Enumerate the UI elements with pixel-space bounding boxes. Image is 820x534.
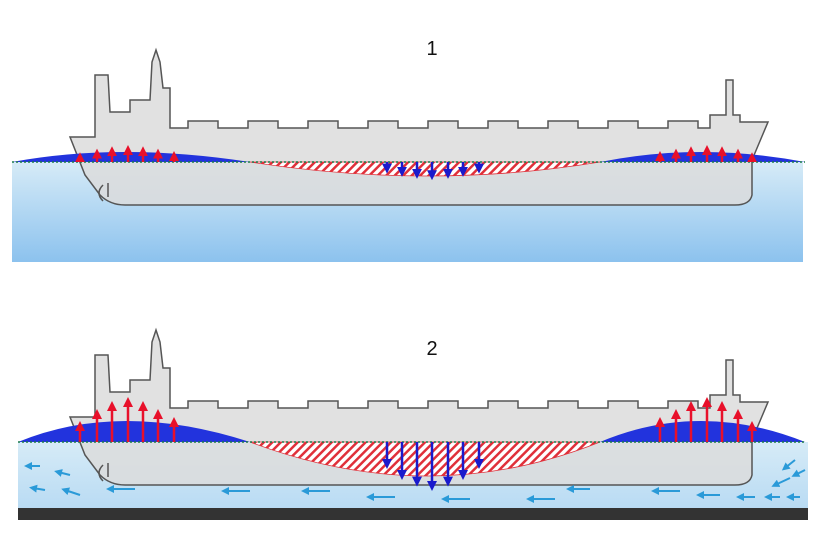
panel-1 bbox=[12, 47, 805, 206]
panel-2 bbox=[18, 327, 806, 503]
panel-label: 2 bbox=[426, 338, 437, 360]
current-arrow bbox=[61, 487, 81, 496]
wave-trough bbox=[249, 441, 601, 477]
current-arrow bbox=[54, 469, 71, 477]
panel-label: 1 bbox=[426, 38, 437, 60]
wave-crest bbox=[12, 152, 250, 162]
current-arrow bbox=[781, 459, 796, 471]
current-arrow bbox=[29, 484, 46, 493]
ship-hull bbox=[68, 327, 770, 486]
current-arrow bbox=[771, 477, 791, 487]
ship-hull bbox=[68, 47, 770, 206]
seabed bbox=[18, 508, 808, 520]
rudder bbox=[98, 183, 109, 202]
wave-crest bbox=[600, 421, 805, 442]
rudder bbox=[98, 463, 109, 482]
current-arrow bbox=[791, 469, 806, 477]
